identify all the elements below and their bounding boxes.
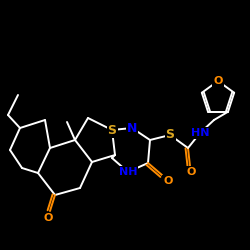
Text: O: O	[186, 167, 196, 177]
Text: O: O	[213, 76, 223, 86]
Text: NH: NH	[119, 167, 137, 177]
Text: S: S	[166, 128, 174, 141]
Text: O: O	[163, 176, 173, 186]
Text: N: N	[127, 122, 137, 134]
Text: HN: HN	[191, 128, 209, 138]
Text: S: S	[108, 124, 116, 136]
Text: O: O	[43, 213, 53, 223]
